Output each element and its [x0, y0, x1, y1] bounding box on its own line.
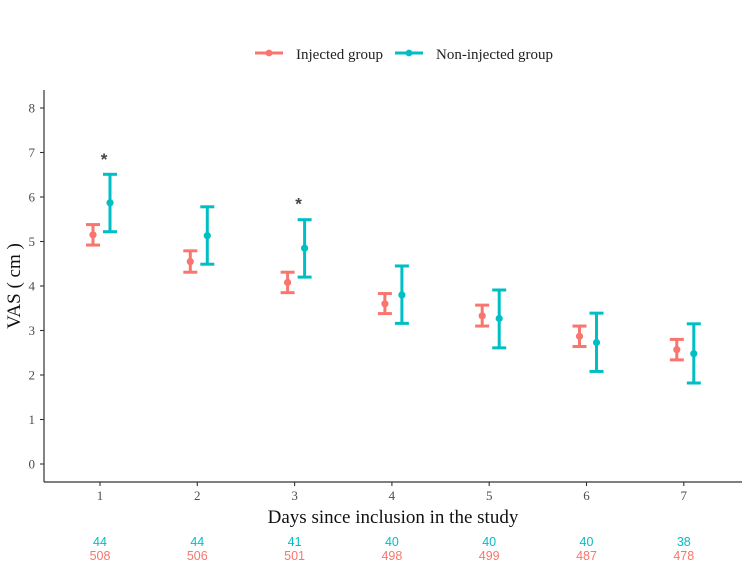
legend-label-non-injected: Non-injected group — [436, 47, 553, 63]
n-non-injected-day-1: 44 — [93, 535, 107, 549]
n-injected-day-2: 506 — [187, 549, 208, 563]
x-tick-label-1: 1 — [97, 488, 104, 503]
mean-point-non-injected-day-4 — [398, 291, 406, 299]
x-tick-label-3: 3 — [291, 488, 298, 503]
annotation-layer: ** — [101, 150, 303, 214]
y-tick-label-5: 5 — [29, 234, 36, 249]
mean-point-injected-day-4 — [381, 300, 389, 308]
n-injected-day-4: 498 — [381, 549, 402, 563]
y-tick-label-6: 6 — [29, 190, 36, 205]
y-tick-label-1: 1 — [29, 412, 36, 427]
x-axis-title: Days since inclusion in the study — [268, 507, 519, 528]
y-tick-label-3: 3 — [29, 323, 36, 338]
x-tick-label-6: 6 — [583, 488, 590, 503]
mean-point-non-injected-day-7 — [690, 350, 698, 358]
y-tick-label-0: 0 — [29, 457, 36, 472]
legend-item-non-injected: Non-injected group — [395, 47, 553, 63]
series-non-injected — [103, 172, 701, 385]
x-tick-label-4: 4 — [389, 488, 396, 503]
legend-label-injected: Injected group — [296, 47, 383, 63]
n-injected-day-7: 478 — [673, 549, 694, 563]
series-injected — [86, 223, 684, 362]
series-layer — [86, 172, 701, 385]
mean-point-non-injected-day-6 — [592, 338, 601, 347]
x-tick-label-5: 5 — [486, 488, 493, 503]
legend: Injected group Non-injected group — [255, 47, 553, 63]
x-axis-ticks: 1 2 3 4 5 6 7 — [97, 482, 688, 503]
mean-point-injected-day-6 — [575, 332, 584, 340]
y-tick-label-8: 8 — [29, 101, 36, 116]
n-non-injected-day-3: 41 — [288, 535, 302, 549]
significance-mark-day-1: * — [101, 150, 108, 169]
mean-point-non-injected-day-2 — [203, 232, 211, 240]
legend-item-injected: Injected group — [255, 47, 383, 63]
mean-point-injected-day-5 — [478, 312, 486, 320]
n-injected-day-3: 501 — [284, 549, 305, 563]
n-injected-day-6: 487 — [576, 549, 597, 563]
n-non-injected-day-2: 44 — [190, 535, 204, 549]
x-tick-label-2: 2 — [194, 488, 201, 503]
y-axis-title: VAS ( cm ) — [4, 243, 25, 329]
y-tick-label-2: 2 — [29, 368, 36, 383]
n-injected-day-1: 508 — [90, 549, 111, 563]
legend-key-non-injected-dot — [405, 49, 413, 57]
n-non-injected-day-4: 40 — [385, 535, 399, 549]
mean-point-injected-day-7 — [673, 346, 681, 354]
mean-point-injected-day-1 — [89, 231, 97, 239]
y-axis-ticks: 0 1 2 3 4 5 6 7 8 — [29, 101, 44, 472]
n-non-injected-day-7: 38 — [677, 535, 691, 549]
n-non-injected-day-5: 40 — [482, 535, 496, 549]
mean-point-non-injected-day-1 — [106, 199, 114, 207]
y-tick-label-7: 7 — [29, 145, 36, 160]
y-tick-label-4: 4 — [29, 279, 36, 294]
mean-point-non-injected-day-3 — [301, 244, 309, 252]
numbers-table: 44 44 41 40 40 40 38 508 506 501 498 499 487 478 — [90, 535, 695, 563]
n-injected-day-5: 499 — [479, 549, 500, 563]
significance-mark-day-3: * — [295, 195, 302, 214]
mean-point-injected-day-2 — [186, 257, 194, 266]
n-non-injected-day-6: 40 — [580, 535, 594, 549]
mean-point-non-injected-day-5 — [495, 314, 503, 323]
legend-key-injected-dot — [265, 49, 273, 57]
x-tick-label-7: 7 — [681, 488, 688, 503]
mean-point-injected-day-3 — [284, 278, 292, 287]
